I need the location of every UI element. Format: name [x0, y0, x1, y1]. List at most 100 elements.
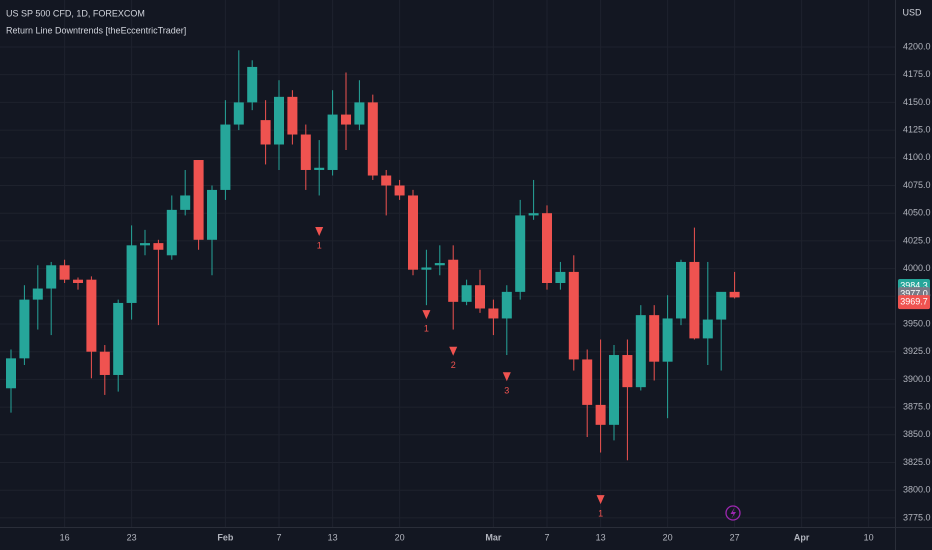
x-tick-label: 7 [544, 532, 549, 542]
candle-body [515, 215, 526, 292]
candle-body [448, 259, 459, 302]
y-tick-label: 4150.0 [903, 97, 931, 107]
y-tick-label: 4125.0 [903, 124, 931, 134]
candle-body [501, 291, 512, 319]
candle-body [461, 285, 472, 302]
signal-marker [449, 346, 458, 356]
signal-label: 1 [424, 324, 429, 334]
y-tick-label: 4200.0 [903, 41, 931, 51]
price-tag-label: 3969.7 [900, 297, 928, 307]
signal-marker [422, 310, 431, 320]
candle-body [274, 96, 284, 145]
candle-body [247, 66, 258, 103]
candle-body [582, 359, 593, 405]
x-tick-label: 20 [663, 532, 673, 542]
candle-body [99, 351, 110, 375]
x-tick-label: 23 [127, 532, 137, 542]
signal-label: 2 [451, 360, 456, 370]
signal-marker [502, 372, 511, 382]
price-tag [898, 295, 930, 310]
y-tick-label: 3950.0 [903, 318, 931, 328]
candle-body [46, 265, 57, 289]
candle-body [595, 404, 606, 425]
candle-body [59, 265, 70, 280]
y-tick-label: 3850.0 [903, 429, 931, 439]
candle-body [300, 134, 311, 170]
x-tick-label: Feb [217, 532, 234, 542]
candle-body [193, 160, 204, 240]
candle-body [341, 114, 351, 125]
candle-body [327, 114, 338, 170]
candle-body [716, 291, 727, 320]
y-tick-label: 3875.0 [903, 401, 931, 411]
candle-body [622, 355, 633, 388]
grid [0, 0, 895, 527]
y-tick-label: 4050.0 [903, 208, 931, 218]
candle-body [86, 279, 97, 352]
price-tag-label: 3984.3 [900, 280, 928, 290]
y-tick-label: 3825.0 [903, 457, 931, 467]
x-tick-label: 13 [328, 532, 338, 542]
y-tick-label: 4175.0 [903, 69, 931, 79]
candle-body [609, 355, 619, 425]
candle-body [394, 185, 405, 196]
signal-label: 1 [598, 509, 603, 519]
candle-body [689, 261, 700, 339]
lightning-icon[interactable] [725, 505, 741, 521]
x-tick-label: Apr [794, 532, 810, 542]
candle-body [260, 120, 271, 145]
candle-body [287, 96, 298, 135]
candle-body [19, 299, 30, 359]
y-tick-label: 3900.0 [903, 374, 931, 384]
candle-body [434, 263, 445, 266]
candle-body [488, 308, 499, 319]
signal-label: 3 [504, 386, 509, 396]
candle-body [542, 213, 552, 284]
candle-body [555, 271, 566, 284]
candle-body [702, 319, 713, 339]
candle-body [649, 315, 660, 362]
plot-area: 1 1 2 3 1 [6, 50, 740, 519]
icon-circle [725, 505, 741, 521]
candle-body [354, 102, 365, 125]
candle-body [367, 102, 378, 176]
x-tick-label: 16 [60, 532, 70, 542]
candle-body [207, 189, 217, 240]
candle-body [126, 245, 137, 303]
candle-body [635, 315, 646, 388]
candle-body [233, 102, 244, 125]
candle-body [153, 243, 164, 250]
candle-body [662, 318, 673, 362]
y-tick-label: 4100.0 [903, 152, 931, 162]
candle-body [381, 175, 392, 186]
signal-marker [596, 495, 605, 505]
candle-body [475, 285, 485, 309]
x-tick-label: 20 [395, 532, 405, 542]
y-tick-label: 3800.0 [903, 485, 931, 495]
symbol-title: US SP 500 CFD, 1D, FOREXCOM [6, 8, 145, 18]
candle-body [6, 358, 16, 389]
candle-body [421, 267, 432, 270]
candle-body [73, 279, 83, 284]
x-tick-label: 10 [864, 532, 874, 542]
indicator-title: Return Line Downtrends [theEccentricTrad… [6, 25, 186, 35]
y-tick-label: 3775.0 [903, 512, 931, 522]
y-tick-label: 4025.0 [903, 235, 931, 245]
candle-body [140, 243, 150, 246]
candle-body [729, 291, 740, 298]
candle-body [528, 213, 539, 216]
candle-body [166, 209, 177, 256]
y-tick-label: 4000.0 [903, 263, 931, 273]
candle-body [113, 302, 124, 375]
x-tick-label: Mar [485, 532, 502, 542]
signal-marker [315, 227, 324, 237]
icon-bolt [730, 507, 736, 519]
y-tick-label: 3925.0 [903, 346, 931, 356]
candle-body [568, 271, 579, 360]
x-tick-label: 13 [596, 532, 606, 542]
y-tick-label: 4075.0 [903, 180, 931, 190]
candle-body [408, 195, 418, 270]
